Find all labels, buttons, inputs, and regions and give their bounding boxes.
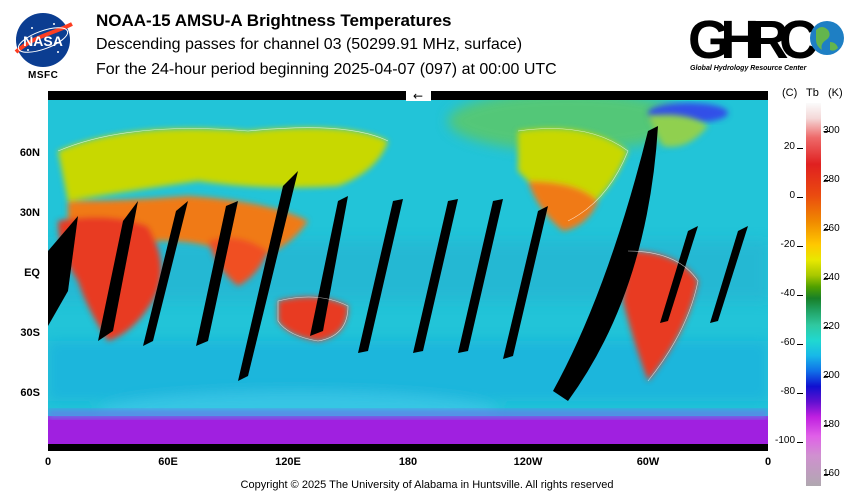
nasa-wordmark: NASA (23, 33, 63, 49)
lon-label-60e: 60E (158, 456, 178, 468)
map-subtitle: Descending passes for channel 03 (50299.… (96, 36, 523, 53)
kelvin-tick: 260 (823, 223, 840, 234)
celsius-tickmark (797, 197, 803, 198)
kelvin-tickmark (824, 425, 830, 426)
celsius-tickmark (797, 295, 803, 296)
map-canvas: ← (48, 91, 768, 444)
coastlines (57, 127, 699, 382)
brightness-temperature-map: ← (48, 91, 768, 451)
lon-label-0-left: 0 (44, 456, 52, 468)
kelvin-tick: 220 (823, 321, 840, 332)
nasa-logo: NASA (14, 13, 73, 67)
celsius-tickmark (797, 246, 803, 247)
msfc-label: MSFC (28, 70, 59, 81)
lon-label-120e: 120E (275, 456, 301, 468)
celsius-tick: -80 (780, 386, 795, 397)
lon-label-120w: 120W (513, 456, 543, 468)
kelvin-tick: 300 (823, 125, 840, 136)
lon-label-0-right: 0 (764, 456, 772, 468)
colorbar-kelvin-header: (K) (828, 87, 843, 99)
celsius-tickmark (797, 344, 803, 345)
kelvin-tickmark (824, 474, 830, 475)
ghrc-subtitle: Global Hydrology Resource Center (690, 65, 807, 72)
celsius-tickmark (797, 148, 803, 149)
direction-arrow-icon: ← (413, 91, 423, 103)
arrow-marker-bg (406, 91, 431, 101)
celsius-tick: -60 (780, 337, 795, 348)
ghrc-logo: GHRC (688, 10, 844, 70)
celsius-tick: 20 (783, 141, 795, 152)
kelvin-tickmark (824, 131, 830, 132)
kelvin-tickmark (824, 229, 830, 230)
celsius-tickmark (797, 393, 803, 394)
kelvin-tick: 280 (823, 174, 840, 185)
map-period: For the 24-hour period beginning 2025-04… (96, 61, 557, 78)
lat-label-60s: 60S (20, 387, 40, 399)
antarctica-region (48, 416, 768, 444)
copyright-notice: Copyright © 2025 The University of Alaba… (240, 479, 614, 491)
lon-label-180: 180 (398, 456, 418, 468)
map-title: NOAA-15 AMSU-A Brightness Temperatures (96, 11, 452, 30)
kelvin-tickmark (824, 327, 830, 328)
orbit-gaps (48, 126, 748, 401)
celsius-tick: -20 (780, 239, 795, 250)
kelvin-tick: 240 (823, 272, 840, 283)
lat-label-30s: 30S (20, 327, 40, 339)
kelvin-tickmark (824, 278, 830, 279)
celsius-tick: -100 (774, 435, 795, 446)
kelvin-tickmark (824, 180, 830, 181)
kelvin-tick: 180 (823, 419, 840, 430)
celsius-tick: 0 (789, 190, 795, 201)
lat-label-30n: 30N (19, 207, 40, 219)
temperature-colorbar (806, 103, 821, 486)
lat-label-eq: EQ (24, 267, 40, 279)
kelvin-tick: 160 (823, 468, 840, 479)
celsius-tickmark (797, 442, 803, 443)
colorbar-tb-header: Tb (806, 87, 819, 99)
kelvin-tick: 200 (823, 370, 840, 381)
celsius-tick: -40 (780, 288, 795, 299)
ghrc-wordmark: GHRC (688, 10, 818, 70)
kelvin-tickmark (824, 376, 830, 377)
colorbar-celsius-header: (C) (782, 87, 798, 99)
lon-label-60w: 60W (636, 456, 660, 468)
lat-label-60n: 60N (19, 147, 40, 159)
